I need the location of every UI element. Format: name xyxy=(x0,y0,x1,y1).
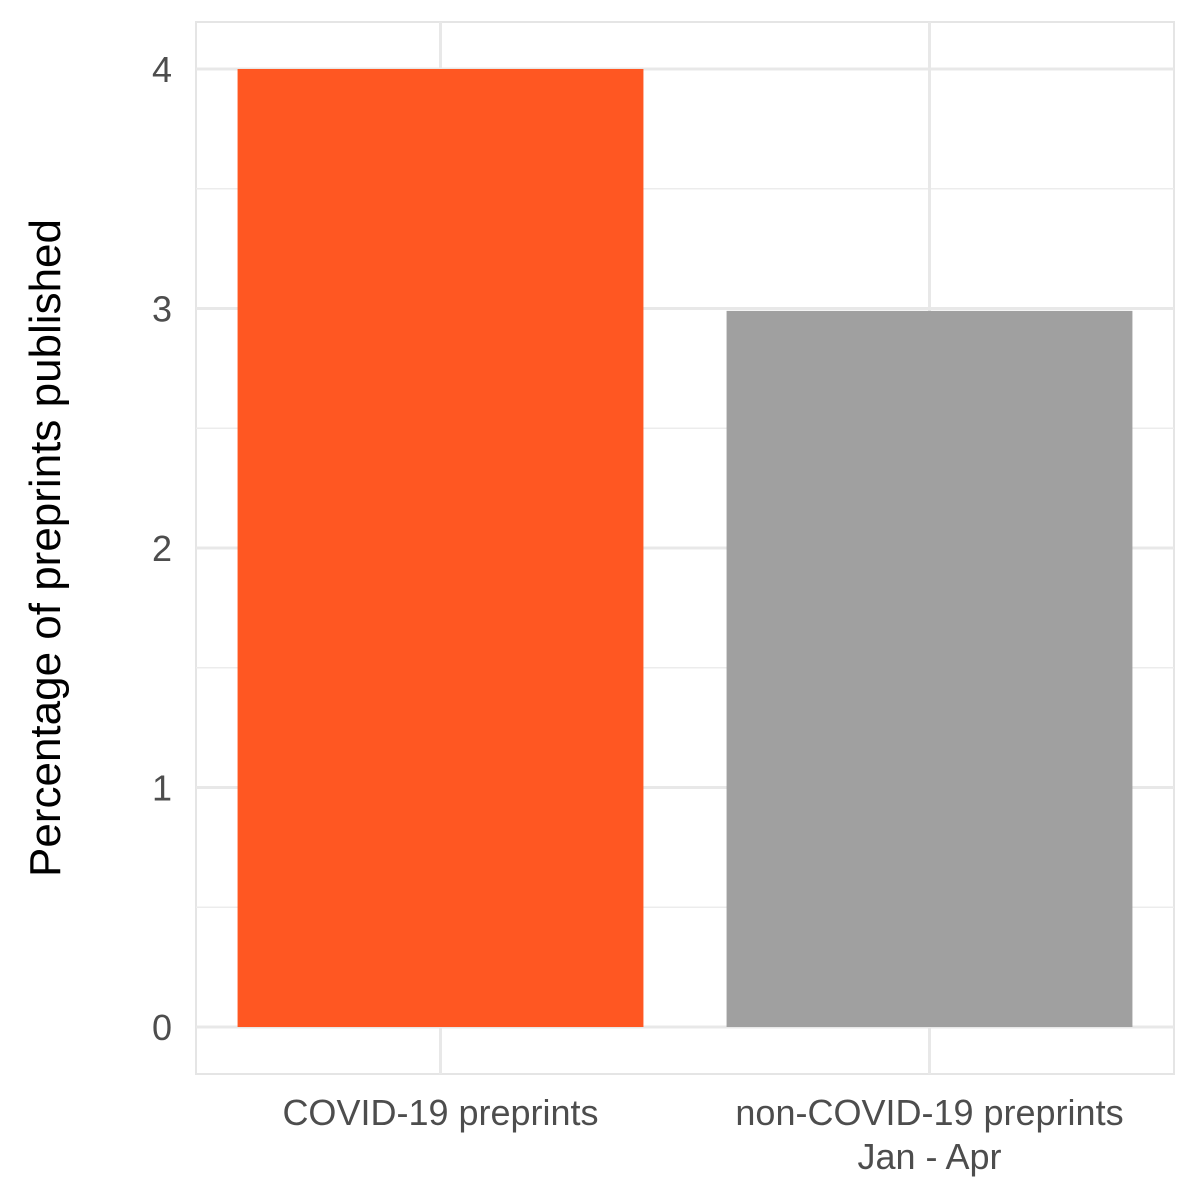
y-tick-label: 0 xyxy=(152,1007,172,1048)
bar-1 xyxy=(237,69,644,1027)
y-tick-label: 1 xyxy=(152,768,172,809)
y-tick-label: 4 xyxy=(152,49,172,90)
y-tick-label: 2 xyxy=(152,528,172,569)
bars xyxy=(237,69,1133,1027)
y-tick-labels: 0 1 2 3 4 xyxy=(152,49,172,1048)
x-tick-label: non-COVID-19 preprints Jan - Apr xyxy=(735,1092,1123,1177)
bar-2 xyxy=(726,310,1133,1027)
y-axis-title: Percentage of preprints published xyxy=(21,219,70,877)
y-tick-label: 3 xyxy=(152,289,172,330)
x-tick-labels: COVID-19 preprints non-COVID-19 preprints… xyxy=(282,1092,1123,1177)
x-tick-label: COVID-19 preprints xyxy=(282,1092,598,1133)
